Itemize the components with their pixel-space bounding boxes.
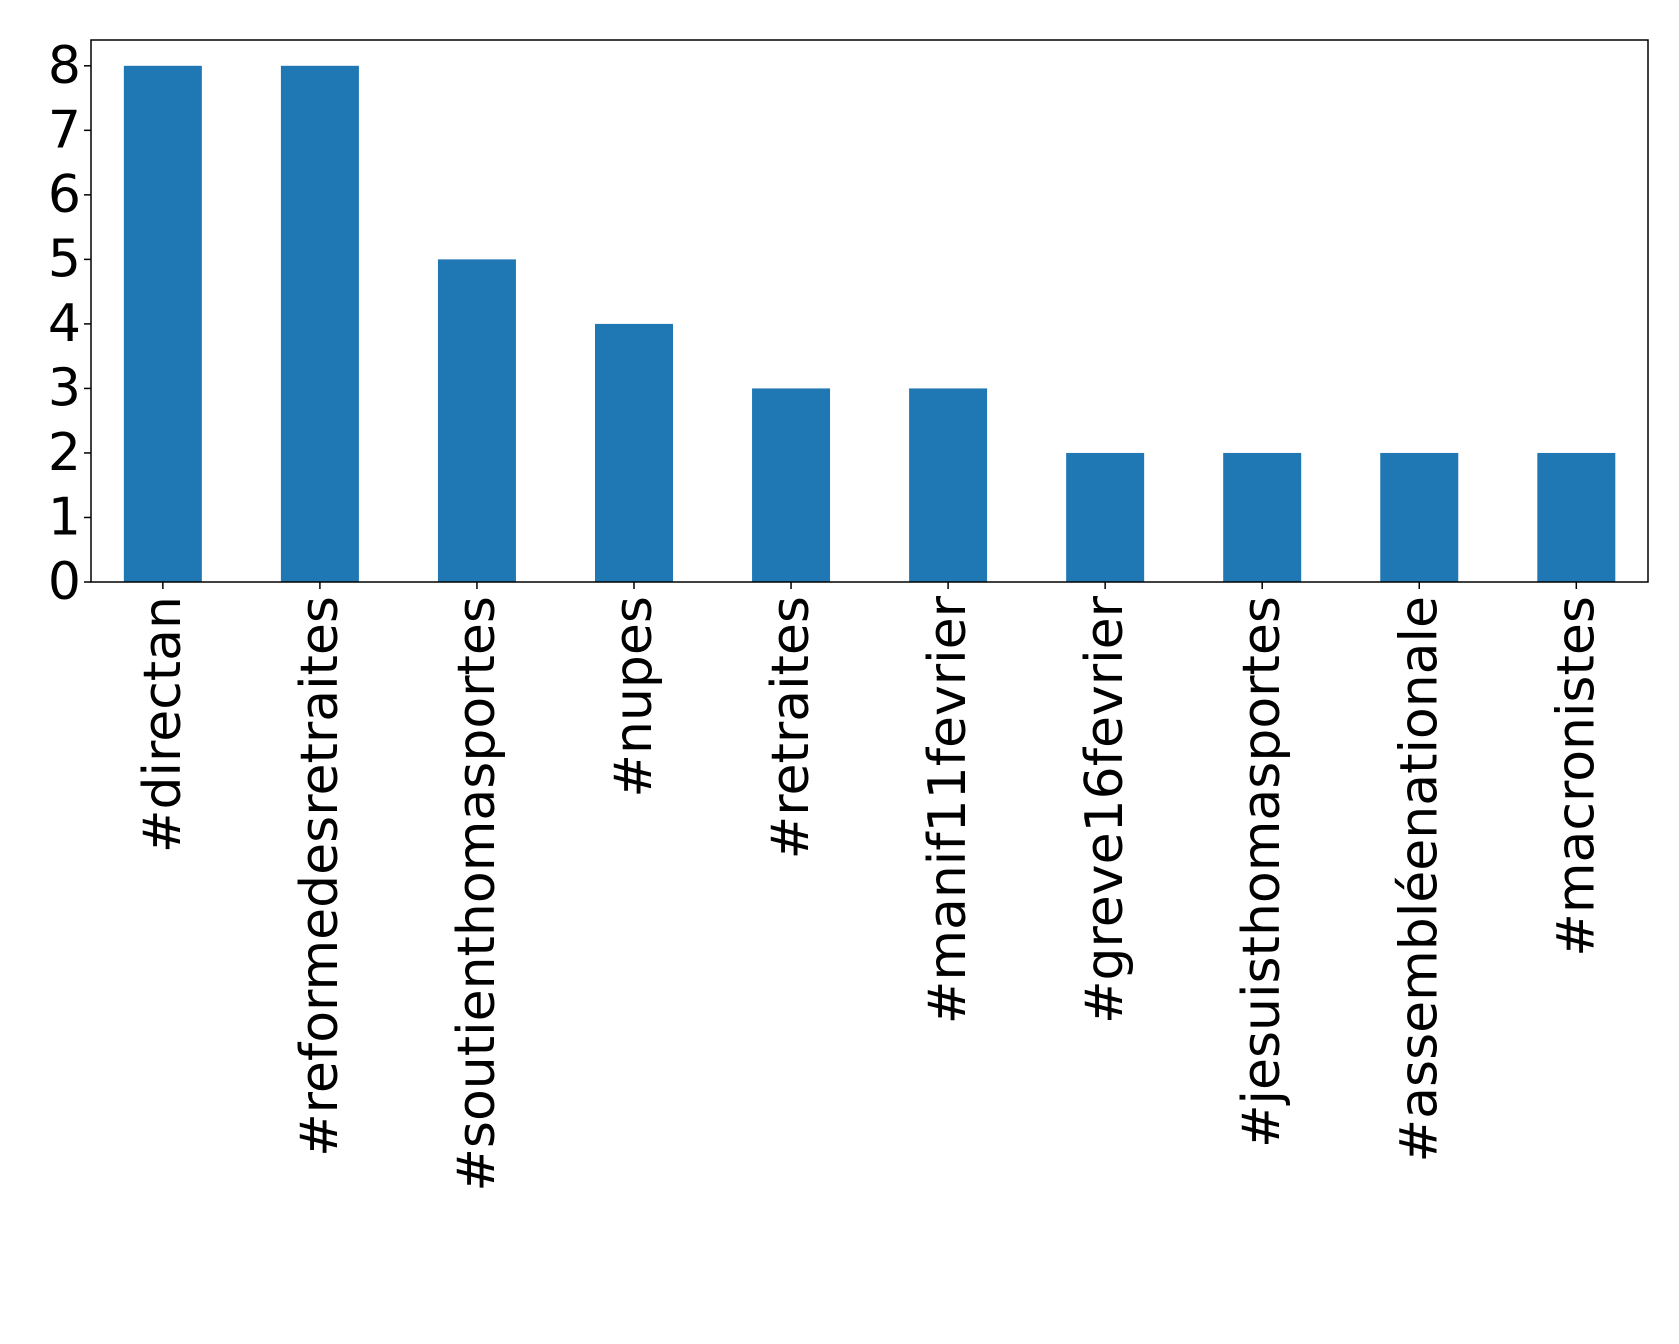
bar-8 (1223, 452, 1302, 582)
x-tick-label: #manif11fevrier (918, 595, 978, 1024)
y-tick-label: 6 (48, 165, 81, 225)
x-tick-label: #retraites (761, 596, 821, 859)
y-tick-label: 5 (48, 229, 81, 289)
x-tick-label: #assembléenationale (1389, 596, 1449, 1162)
y-tick-label: 7 (48, 100, 81, 160)
y-tick-label: 4 (48, 294, 81, 354)
x-tick-label: #reformedesretraites (290, 596, 350, 1157)
bar-5 (752, 388, 831, 582)
y-tick-label: 2 (48, 423, 81, 483)
bar-1 (123, 65, 202, 583)
bar-10 (1537, 452, 1616, 582)
x-tick-label: #greve16fevrier (1075, 595, 1135, 1024)
x-tick-label: #jesuisthomasportes (1232, 596, 1292, 1148)
y-tick-label: 8 (48, 36, 81, 96)
bars-group (123, 65, 1616, 583)
x-tick-label: #macronistes (1546, 596, 1606, 957)
y-tick-label: 3 (48, 358, 81, 418)
x-tick-label: #directan (133, 596, 193, 853)
x-axis: #directan #reformedesretraites #soutientho… (133, 582, 1606, 1192)
plot-frame (90, 39, 1649, 583)
bar-6 (909, 388, 988, 582)
y-tick-label: 0 (48, 552, 81, 612)
bar-3 (437, 259, 516, 582)
bar-4 (595, 323, 673, 582)
bar-7 (1066, 452, 1145, 582)
x-tick-label: #nupes (604, 596, 664, 798)
bar-2 (280, 65, 359, 583)
y-tick-label: 1 (48, 487, 81, 547)
x-tick-label: #soutienthomasportes (447, 596, 507, 1192)
bar-9 (1380, 452, 1459, 582)
